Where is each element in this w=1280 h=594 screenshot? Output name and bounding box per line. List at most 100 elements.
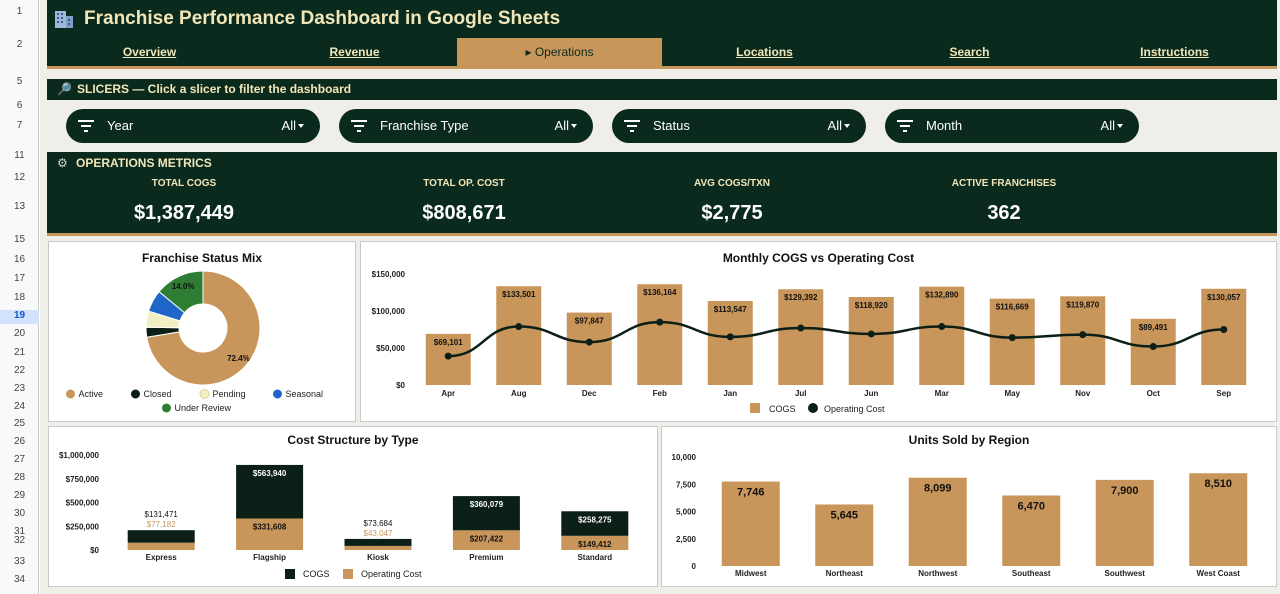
row-number[interactable]: 12: [13, 172, 26, 183]
tab-operations[interactable]: ▸ Operations: [457, 38, 662, 66]
tab-revenue[interactable]: Revenue: [329, 45, 380, 59]
row-number[interactable]: 26: [13, 436, 26, 447]
x-tick-label: Kiosk: [367, 553, 389, 562]
row-number[interactable]: 5: [16, 76, 23, 87]
pie-slice-active: [146, 270, 261, 386]
row-number[interactable]: 15: [13, 234, 26, 245]
chart-panel-units-region[interactable]: Units Sold by Region 0 2,500 5,000 7,500 10,…: [661, 426, 1277, 587]
y-tick-label: 10,000: [672, 453, 697, 462]
bar-data-label: $97,847: [575, 317, 604, 326]
bar-units: [908, 477, 967, 566]
bar-operating-cost: [236, 518, 304, 550]
slicer-value: All: [827, 118, 842, 133]
operations-metrics: ⚙ OPERATIONS METRICS TOTAL COGS $1,387,4…: [47, 152, 1277, 233]
bar-data-label: $149,412: [578, 540, 612, 549]
row-number[interactable]: 34: [13, 574, 26, 585]
row-number[interactable]: 30: [13, 508, 26, 519]
x-tick-label: Feb: [653, 389, 667, 398]
bar-cogs: [344, 538, 412, 546]
slicer-franchise-type[interactable]: Franchise Type All: [339, 109, 593, 143]
slicer-value: All: [1100, 118, 1115, 133]
chart-title: Franchise Status Mix: [141, 251, 263, 265]
row-number[interactable]: 25: [13, 418, 26, 429]
kpi-label: TOTAL OP. COST: [423, 178, 505, 189]
kpi-value: 362: [987, 202, 1021, 224]
tab-locations[interactable]: Locations: [736, 45, 793, 59]
chart-panel-cost-structure[interactable]: Cost Structure by Type $0 $250,000 $500,00…: [48, 426, 658, 587]
chart-title: Units Sold by Region: [908, 433, 1030, 447]
legend-marker: [343, 569, 353, 579]
pie-data-label: 72.4%: [227, 354, 250, 363]
bar-cogs: [707, 300, 753, 385]
title-bar: Franchise Performance Dashboard in Googl…: [47, 0, 1277, 38]
x-tick-label: Southeast: [1012, 569, 1051, 578]
x-tick-label: Nov: [1075, 389, 1091, 398]
kpi-total-cogs: TOTAL COGS $1,387,449: [84, 178, 284, 225]
x-tick-label: Jun: [864, 389, 878, 398]
bar-data-label: $131,471: [145, 510, 179, 519]
bar-cogs: [637, 284, 683, 385]
x-tick-label: Midwest: [735, 569, 767, 578]
bar-data-label: $77,182: [147, 520, 176, 529]
row-number[interactable]: 32: [13, 535, 26, 546]
row-number[interactable]: 29: [13, 490, 26, 501]
row-number[interactable]: 13: [13, 201, 26, 212]
row-number[interactable]: 20: [13, 328, 26, 339]
chart-title: Cost Structure by Type: [287, 433, 419, 447]
tab-search[interactable]: Search: [949, 45, 990, 59]
caret-down-icon: [844, 124, 850, 128]
row-number[interactable]: 7: [16, 120, 23, 131]
bar-operating-cost: [127, 542, 195, 550]
row-number[interactable]: 1: [16, 6, 23, 17]
legend-marker: [808, 403, 818, 413]
row-number[interactable]: 19: [0, 310, 39, 324]
bar-data-label: $207,422: [470, 534, 504, 543]
kpi-active-franchises: ACTIVE FRANCHISES 362: [904, 178, 1104, 225]
x-tick-label: Oct: [1147, 389, 1161, 398]
row-number[interactable]: 21: [13, 347, 26, 358]
bar-units: [1002, 495, 1061, 566]
slicer-month[interactable]: Month All: [885, 109, 1139, 143]
bar-data-label: $331,608: [253, 522, 287, 531]
slicer-status[interactable]: Status All: [612, 109, 866, 143]
row-number[interactable]: 6: [16, 100, 23, 111]
bar-data-label: $563,940: [253, 469, 287, 478]
slicer-value: All: [554, 118, 569, 133]
metrics-divider: [47, 233, 1277, 236]
row-header-gutter: 1 2 5 6 7 11 12 13 15 16 17 18 19 20 21 22 23 24 25 26 27 28 2…: [0, 0, 39, 594]
tab-instructions[interactable]: Instructions: [1140, 45, 1209, 59]
row-number[interactable]: 11: [14, 150, 25, 161]
bar-cogs: [919, 286, 965, 385]
tab-overview[interactable]: Overview: [122, 45, 177, 59]
slicer-year[interactable]: Year All: [66, 109, 320, 143]
row-number[interactable]: 31: [13, 526, 26, 537]
row-number[interactable]: 16: [13, 254, 26, 265]
row-number[interactable]: 17: [13, 273, 26, 284]
kpi-value: $1,387,449: [133, 202, 235, 224]
chart-panel-monthly[interactable]: Monthly COGS vs Operating Cost $0 $50,000…: [360, 241, 1277, 422]
bar-cogs: [561, 511, 629, 536]
chart-panel-status-mix[interactable]: Franchise Status Mix 72.4% 14.0% Active Clo…: [48, 241, 356, 422]
kpi-value: $2,775: [701, 202, 763, 224]
row-number[interactable]: 33: [13, 556, 26, 567]
x-tick-label: Southwest: [1105, 569, 1146, 578]
bar-data-label: $133,501: [502, 290, 536, 299]
legend-label: Operating Cost: [361, 569, 422, 579]
point-operating-cost: [1220, 326, 1228, 333]
row-number[interactable]: 2: [16, 39, 23, 50]
row-number[interactable]: 24: [13, 401, 26, 412]
bar-data-label: $116,669: [996, 303, 1029, 312]
bar-data-label: $119,870: [1066, 300, 1099, 309]
bar-data-label: $113,547: [714, 305, 747, 314]
dashboard-canvas: Franchise Performance Dashboard in Googl…: [40, 0, 1280, 594]
y-tick-label: $750,000: [66, 475, 100, 484]
row-number[interactable]: 23: [13, 383, 26, 394]
row-number[interactable]: 22: [13, 365, 26, 376]
row-number[interactable]: 27: [13, 454, 26, 465]
x-tick-label: Express: [146, 553, 178, 562]
row-number[interactable]: 28: [13, 472, 26, 483]
point-operating-cost: [656, 318, 664, 326]
bar-units: [815, 504, 874, 566]
row-number[interactable]: 18: [13, 292, 26, 303]
y-tick-label: $100,000: [372, 307, 406, 316]
